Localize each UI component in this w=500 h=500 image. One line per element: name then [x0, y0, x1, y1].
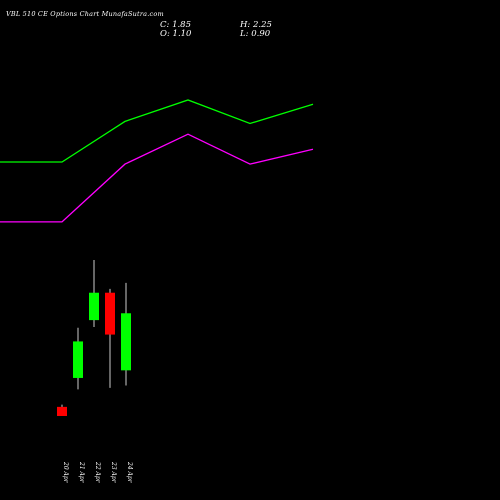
high-value: H: 2.25	[240, 20, 272, 30]
low-value: L: 0.90	[240, 29, 271, 39]
moving-average-lines	[0, 99, 314, 223]
line-series-upper	[0, 99, 314, 163]
x-tick-label: 23 Apr	[110, 461, 117, 484]
close-value: C: 1.85	[160, 20, 191, 30]
x-tick-label: 24 Apr	[126, 461, 133, 484]
candle-bullish	[73, 341, 83, 378]
chart-title: VBL 510 CE Options Chart MunafaSutra.com	[6, 10, 164, 18]
x-tick-label: 22 Apr	[94, 461, 101, 484]
candle-bearish	[57, 406, 67, 416]
candlestick-series	[57, 260, 131, 416]
candle-bullish	[121, 313, 131, 371]
open-value: O: 1.10	[160, 29, 192, 39]
line-series-lower	[0, 133, 314, 223]
x-tick-label: 20 Apr	[62, 461, 69, 484]
x-axis-tick-labels: 20 Apr 21 Apr 22 Apr 23 Apr 24 Apr	[62, 461, 133, 484]
candle-bearish	[105, 292, 115, 335]
x-tick-label: 21 Apr	[78, 461, 85, 484]
candle-bullish	[89, 292, 99, 321]
